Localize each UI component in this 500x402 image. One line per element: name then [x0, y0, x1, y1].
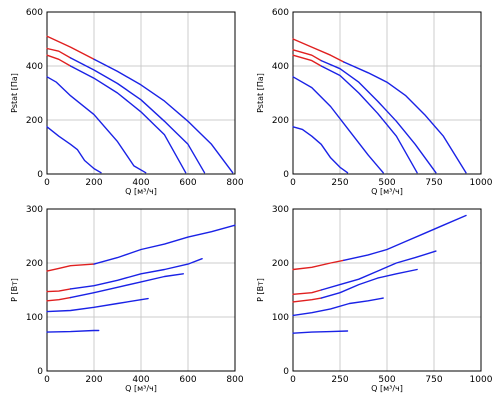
- series-line-blue: [343, 214, 467, 261]
- series-line-blue: [46, 76, 147, 174]
- x-tick-label: 600: [179, 178, 196, 188]
- chart-top-left: 0 200 400 600 800 0 200 400 600 Q [м³/ч] Pstat [Па…: [10, 8, 244, 196]
- x-tick-label: 400: [132, 375, 149, 385]
- series-line-blue: [46, 126, 102, 174]
- series-line-blue: [93, 58, 234, 174]
- y-tick-label: 400: [26, 62, 43, 72]
- series-line-red: [292, 38, 345, 63]
- y-tick-label: 100: [272, 313, 289, 323]
- x-axis-label: Q [м³/ч]: [371, 384, 403, 393]
- y-tick-label: 300: [26, 205, 43, 215]
- x-tick-label: 250: [331, 178, 348, 188]
- series-line-red: [46, 54, 72, 67]
- y-tick-label: 100: [26, 313, 43, 323]
- series-line-blue: [320, 59, 437, 174]
- chart-bottom-left: 0 200 400 600 800 0 100 200 300 Q [м³/ч] P [Вт]: [10, 205, 244, 393]
- y-tick-label: 200: [272, 259, 289, 269]
- series-line-red: [292, 54, 322, 67]
- series-line-red: [46, 47, 72, 59]
- x-tick-label: 200: [85, 375, 102, 385]
- y-tick-label: 400: [272, 62, 289, 72]
- x-axis-label: Q [м³/ч]: [371, 187, 403, 196]
- x-tick-label: 0: [44, 178, 50, 188]
- y-tick-label: 200: [272, 116, 289, 126]
- y-tick-label: 0: [37, 170, 43, 180]
- chart-top-right: 0 250 500 750 1000 0 200 400 600 Q [м³/ч] Pstat [П…: [256, 8, 493, 196]
- series-line-blue: [292, 297, 384, 317]
- series-line-red: [292, 49, 322, 62]
- series-line-blue: [69, 273, 185, 299]
- series-line-red: [292, 289, 322, 295]
- plot-frame: [292, 11, 482, 175]
- x-tick-label: 0: [290, 178, 296, 188]
- series-line-blue: [343, 61, 467, 174]
- x-tick-label: 200: [85, 178, 102, 188]
- series-line-blue: [69, 258, 203, 290]
- series-line-red: [46, 288, 72, 293]
- series-line-blue: [320, 65, 418, 174]
- y-tick-label: 200: [26, 116, 43, 126]
- x-tick-label: 0: [290, 375, 296, 385]
- series-line-blue: [69, 65, 187, 174]
- y-tick-label: 0: [283, 367, 289, 377]
- y-tick-label: 600: [272, 8, 289, 18]
- series-line-blue: [69, 57, 206, 174]
- series-line-red: [46, 296, 72, 302]
- x-tick-label: 500: [378, 178, 395, 188]
- y-tick-label: 0: [283, 170, 289, 180]
- y-tick-label: 200: [26, 259, 43, 269]
- series-line-blue: [46, 297, 149, 313]
- plot-frame: [46, 208, 236, 372]
- x-tick-label: 250: [331, 375, 348, 385]
- x-tick-label: 800: [226, 178, 243, 188]
- x-tick-label: 0: [44, 375, 50, 385]
- y-axis-label: P [Вт]: [256, 278, 265, 302]
- series-line-blue: [93, 224, 236, 265]
- y-axis-label: Pstat [Па]: [10, 73, 19, 113]
- x-tick-label: 750: [425, 375, 442, 385]
- x-tick-label: 400: [132, 178, 149, 188]
- x-tick-label: 1000: [470, 375, 493, 385]
- series-line-red: [292, 297, 322, 303]
- y-axis-label: Pstat [Па]: [256, 73, 265, 113]
- x-axis-label: Q [м³/ч]: [125, 187, 157, 196]
- x-tick-label: 500: [378, 375, 395, 385]
- x-tick-label: 1000: [470, 178, 493, 188]
- series-line-blue: [320, 268, 418, 299]
- chart-bottom-right: 0 250 500 750 1000 0 100 200 300 Q [м³/ч] P [Вт]: [256, 205, 493, 393]
- plot-frame: [292, 208, 482, 372]
- series-line-blue: [292, 330, 349, 334]
- x-tick-label: 600: [179, 375, 196, 385]
- series-line-blue: [46, 329, 100, 333]
- series-line-blue: [320, 250, 437, 291]
- y-tick-label: 300: [272, 205, 289, 215]
- plot-frame: [46, 11, 236, 175]
- y-tick-label: 600: [26, 8, 43, 18]
- series-line-red: [46, 35, 95, 60]
- series-line-red: [46, 263, 95, 272]
- series-line-blue: [292, 126, 349, 174]
- y-tick-label: 0: [37, 367, 43, 377]
- x-axis-label: Q [м³/ч]: [125, 384, 157, 393]
- series-line-blue: [292, 76, 384, 174]
- x-tick-label: 800: [226, 375, 243, 385]
- series-line-red: [292, 259, 345, 271]
- x-tick-label: 750: [425, 178, 442, 188]
- y-axis-label: P [Вт]: [10, 278, 19, 302]
